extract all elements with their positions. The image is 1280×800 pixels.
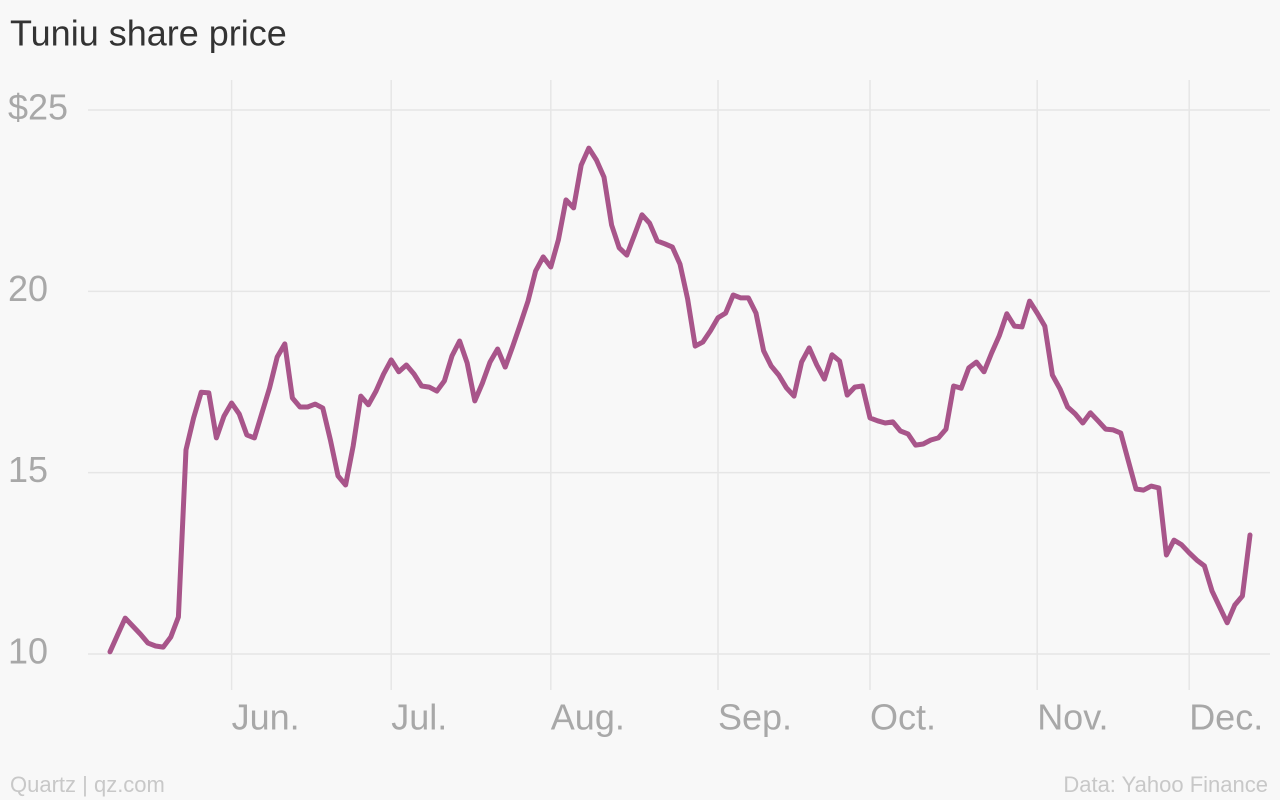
y-tick-label: 10 bbox=[8, 631, 48, 672]
y-tick-label: $25 bbox=[8, 87, 68, 128]
price-line bbox=[107, 145, 1253, 655]
x-tick-label: Aug. bbox=[551, 697, 625, 738]
x-tick-label: Nov. bbox=[1037, 697, 1108, 738]
source: Quartz | qz.com bbox=[10, 772, 165, 797]
credit: Data: Yahoo Finance bbox=[1063, 772, 1268, 797]
y-tick-label: 15 bbox=[8, 449, 48, 490]
x-tick-label: Oct. bbox=[870, 697, 936, 738]
x-tick-label: Dec. bbox=[1189, 697, 1263, 738]
chart-title: Tuniu share price bbox=[10, 13, 287, 54]
x-tick-label: Jul. bbox=[391, 697, 447, 738]
y-tick-label: 20 bbox=[8, 268, 48, 309]
x-tick-label: Sep. bbox=[718, 697, 792, 738]
x-tick-label: Jun. bbox=[232, 697, 300, 738]
